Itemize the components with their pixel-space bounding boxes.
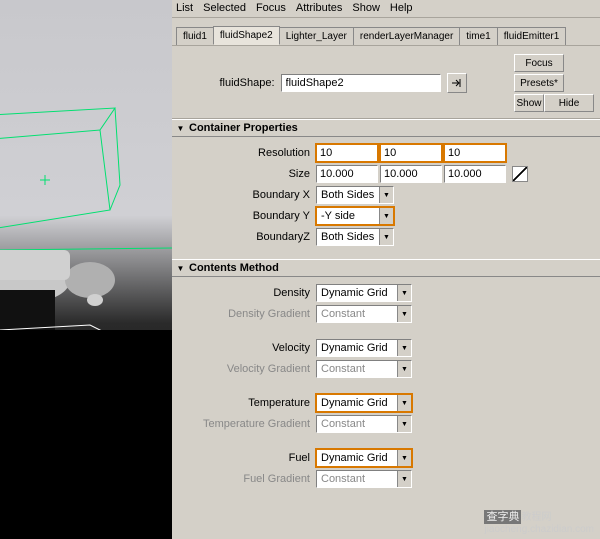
velocity-gradient-value: Constant (317, 361, 397, 377)
density-select[interactable]: Dynamic Grid ▼ (316, 284, 412, 302)
density-value: Dynamic Grid (317, 285, 397, 301)
velocity-value: Dynamic Grid (317, 340, 397, 356)
tab-renderlayermanager[interactable]: renderLayerManager (353, 27, 460, 45)
boundary-x-select[interactable]: Both Sides ▼ (316, 186, 394, 204)
chevron-down-icon: ▼ (397, 361, 411, 377)
tab-lighter-layer[interactable]: Lighter_Layer (279, 27, 354, 45)
boundary-z-select[interactable]: Both Sides ▼ (316, 228, 394, 246)
tab-fluid1[interactable]: fluid1 (176, 27, 214, 45)
show-button[interactable]: Show (514, 94, 544, 112)
velocity-gradient-label: Velocity Gradient (178, 363, 316, 375)
viewport-3d[interactable] (0, 0, 172, 539)
resolution-x-input[interactable] (316, 144, 378, 162)
temperature-select[interactable]: Dynamic Grid ▼ (316, 394, 412, 412)
temperature-gradient-value: Constant (317, 416, 397, 432)
node-name-input[interactable] (281, 74, 441, 92)
boundary-z-label: BoundaryZ (178, 231, 316, 243)
menu-show[interactable]: Show (352, 2, 380, 15)
tab-time1[interactable]: time1 (459, 27, 497, 45)
collapse-icon: ▼ (176, 264, 185, 273)
chevron-down-icon: ▼ (397, 285, 411, 301)
fuel-gradient-value: Constant (317, 471, 397, 487)
section-container-header[interactable]: ▼ Container Properties (172, 119, 600, 137)
load-attr-button[interactable] (447, 73, 467, 93)
fuel-select[interactable]: Dynamic Grid ▼ (316, 449, 412, 467)
chevron-down-icon: ▼ (397, 306, 411, 322)
menu-focus[interactable]: Focus (256, 2, 286, 15)
temperature-gradient-select: Constant ▼ (316, 415, 412, 433)
section-title: Container Properties (189, 122, 298, 134)
focus-button[interactable]: Focus (514, 54, 564, 72)
chevron-down-icon: ▼ (397, 450, 411, 466)
size-map-button[interactable] (512, 166, 528, 182)
size-label: Size (178, 168, 316, 180)
node-type-label: fluidShape: (219, 77, 274, 89)
section-container-body: Resolution Size Boundary X Both Sides ▼ (172, 137, 600, 259)
menubar: List Selected Focus Attributes Show Help (172, 0, 600, 18)
temperature-label: Temperature (178, 397, 316, 409)
velocity-gradient-select: Constant ▼ (316, 360, 412, 378)
size-y-input[interactable] (380, 165, 442, 183)
boundary-x-label: Boundary X (178, 189, 316, 201)
watermark: 查字典教程网 jiaocheng.chazidian.com (484, 508, 594, 535)
viewport-scene (0, 0, 172, 539)
attributes-scroll[interactable]: ▼ Container Properties Resolution Size B… (172, 119, 600, 539)
tab-bar: fluid1 fluidShape2 Lighter_Layer renderL… (172, 18, 600, 46)
arrow-in-icon (451, 77, 463, 89)
resolution-z-input[interactable] (444, 144, 506, 162)
hide-button[interactable]: Hide (544, 94, 594, 112)
chevron-down-icon: ▼ (397, 416, 411, 432)
density-gradient-label: Density Gradient (178, 308, 316, 320)
chevron-down-icon: ▼ (397, 340, 411, 356)
boundary-x-value: Both Sides (317, 187, 379, 203)
menu-list[interactable]: List (176, 2, 193, 15)
velocity-label: Velocity (178, 342, 316, 354)
presets-button[interactable]: Presets* (514, 74, 564, 92)
resolution-label: Resolution (178, 147, 316, 159)
menu-selected[interactable]: Selected (203, 2, 246, 15)
menu-attributes[interactable]: Attributes (296, 2, 342, 15)
fuel-value: Dynamic Grid (317, 450, 397, 466)
size-z-input[interactable] (444, 165, 506, 183)
chevron-down-icon: ▼ (379, 187, 393, 203)
fuel-gradient-label: Fuel Gradient (178, 473, 316, 485)
chevron-down-icon: ▼ (379, 229, 393, 245)
velocity-select[interactable]: Dynamic Grid ▼ (316, 339, 412, 357)
resolution-y-input[interactable] (380, 144, 442, 162)
boundary-y-label: Boundary Y (178, 210, 316, 222)
section-contents-header[interactable]: ▼ Contents Method (172, 259, 600, 277)
temperature-value: Dynamic Grid (317, 395, 397, 411)
node-header: fluidShape: Focus Presets* Show Hide (172, 46, 600, 119)
tab-fluidshape2[interactable]: fluidShape2 (213, 26, 280, 45)
density-gradient-select: Constant ▼ (316, 305, 412, 323)
boundary-y-select[interactable]: -Y side ▼ (316, 207, 394, 225)
density-gradient-value: Constant (317, 306, 397, 322)
section-title: Contents Method (189, 262, 279, 274)
chevron-down-icon: ▼ (397, 471, 411, 487)
boundary-y-value: -Y side (317, 208, 379, 224)
temperature-gradient-label: Temperature Gradient (178, 418, 316, 430)
fuel-gradient-select: Constant ▼ (316, 470, 412, 488)
tab-fluidemitter1[interactable]: fluidEmitter1 (497, 27, 567, 45)
collapse-icon: ▼ (176, 124, 185, 133)
density-label: Density (178, 287, 316, 299)
fuel-label: Fuel (178, 452, 316, 464)
size-x-input[interactable] (316, 165, 378, 183)
menu-help[interactable]: Help (390, 2, 413, 15)
chevron-down-icon: ▼ (379, 208, 393, 224)
attribute-panel: List Selected Focus Attributes Show Help… (172, 0, 600, 539)
section-contents-body: Density Dynamic Grid ▼ Density Gradient … (172, 277, 600, 501)
boundary-z-value: Both Sides (317, 229, 379, 245)
chevron-down-icon: ▼ (397, 395, 411, 411)
